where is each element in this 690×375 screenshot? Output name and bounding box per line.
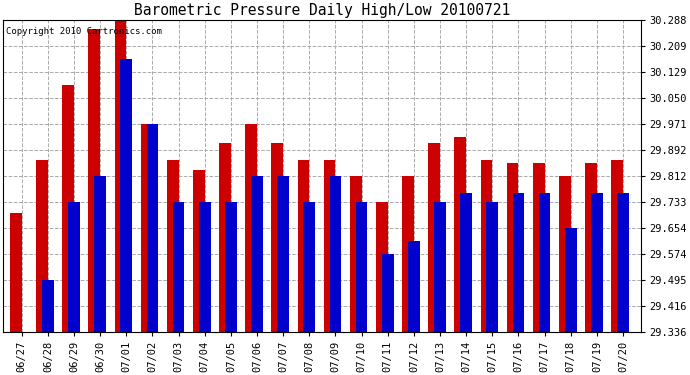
Bar [408, 241, 420, 332]
Bar [271, 143, 283, 332]
Bar [146, 124, 158, 332]
Bar [36, 160, 48, 332]
Bar [277, 176, 289, 332]
Bar [480, 160, 493, 332]
Bar [434, 202, 446, 332]
Text: Copyright 2010 Cartronics.com: Copyright 2010 Cartronics.com [6, 27, 162, 36]
Bar [455, 136, 466, 332]
Bar [486, 202, 498, 332]
Bar [324, 160, 335, 332]
Bar [382, 254, 393, 332]
Bar [611, 160, 623, 332]
Bar [428, 143, 440, 332]
Bar [585, 163, 597, 332]
Bar [559, 176, 571, 332]
Bar [115, 20, 126, 332]
Bar [330, 176, 342, 332]
Bar [219, 143, 231, 332]
Bar [62, 85, 74, 332]
Bar [350, 176, 362, 332]
Bar [533, 163, 544, 332]
Bar [121, 59, 132, 332]
Bar [225, 202, 237, 332]
Bar [539, 192, 551, 332]
Bar [376, 202, 388, 332]
Bar [68, 202, 80, 332]
Bar [356, 202, 368, 332]
Bar [304, 202, 315, 332]
Bar [88, 30, 100, 332]
Bar [513, 192, 524, 332]
Bar [460, 192, 472, 332]
Bar [141, 124, 152, 332]
Bar [172, 202, 184, 332]
Bar [565, 228, 577, 332]
Bar [617, 192, 629, 332]
Bar [95, 176, 106, 332]
Bar [10, 213, 21, 332]
Bar [199, 202, 210, 332]
Bar [506, 163, 518, 332]
Bar [251, 176, 263, 332]
Bar [245, 124, 257, 332]
Title: Barometric Pressure Daily High/Low 20100721: Barometric Pressure Daily High/Low 20100… [134, 3, 510, 18]
Bar [297, 160, 309, 332]
Bar [591, 192, 603, 332]
Bar [193, 170, 205, 332]
Bar [167, 160, 179, 332]
Bar [402, 176, 414, 332]
Bar [42, 280, 54, 332]
